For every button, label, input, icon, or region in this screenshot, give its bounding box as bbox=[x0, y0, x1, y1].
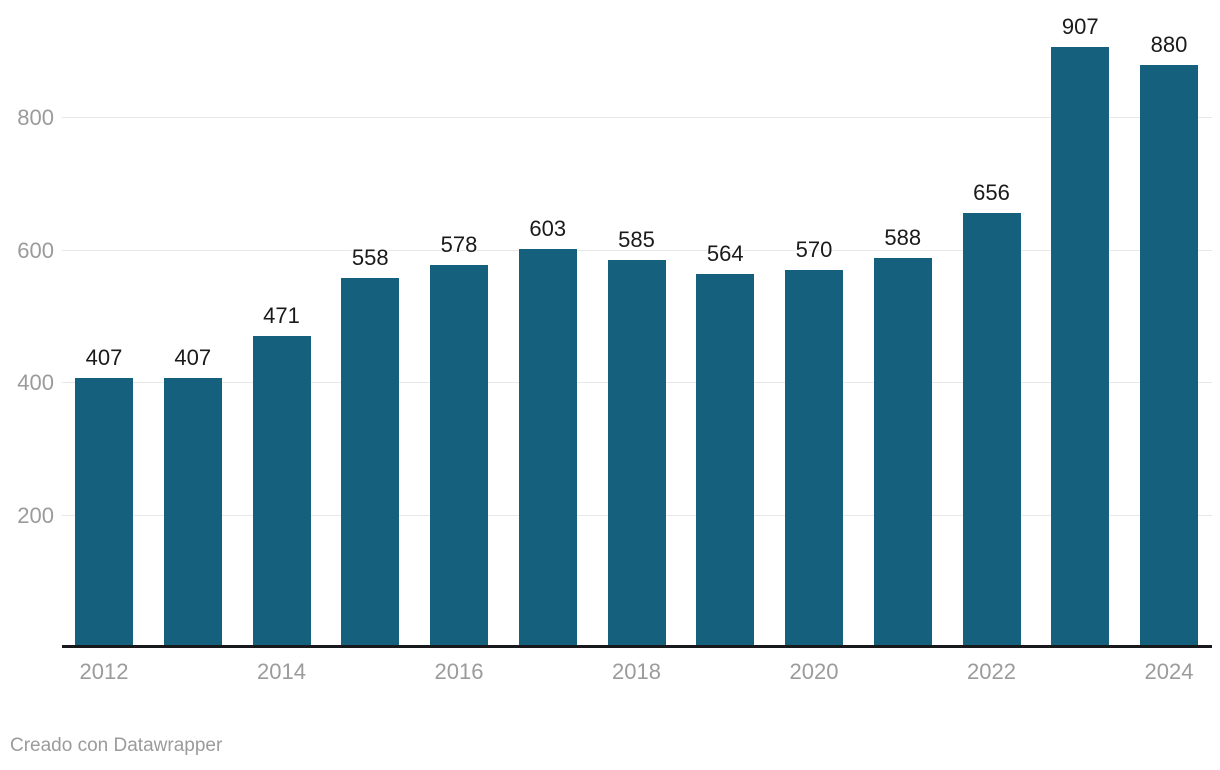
bar-2016[interactable] bbox=[430, 265, 488, 648]
bar-2015[interactable] bbox=[341, 278, 400, 648]
bar-value-label: 471 bbox=[263, 302, 300, 328]
x-tick-label-2012: 2012 bbox=[79, 659, 129, 684]
bar-value-label: 880 bbox=[1150, 32, 1188, 57]
x-tick-label-2024: 2024 bbox=[1144, 659, 1194, 684]
bar-2020[interactable] bbox=[785, 270, 843, 648]
y-tick-label: 200 bbox=[17, 502, 54, 528]
datawrapper-attribution-link[interactable]: Creado con Datawrapper bbox=[10, 735, 223, 756]
bar-2018[interactable] bbox=[607, 260, 666, 648]
bar-2022[interactable] bbox=[962, 213, 1021, 648]
bar-value-label: 578 bbox=[440, 232, 478, 258]
bar-value-label: 585 bbox=[618, 227, 655, 253]
bar-2024[interactable] bbox=[1140, 65, 1198, 648]
bar-2021[interactable] bbox=[873, 258, 932, 648]
bar-value-label: 407 bbox=[85, 345, 123, 371]
bar-value-label: 407 bbox=[174, 345, 212, 371]
bar-value-label: 603 bbox=[529, 215, 567, 241]
y-tick-label: 600 bbox=[17, 237, 54, 263]
bar-2017[interactable] bbox=[518, 248, 577, 648]
bar-2012[interactable] bbox=[75, 378, 133, 648]
bar-2019[interactable] bbox=[696, 274, 755, 648]
x-axis-line bbox=[62, 645, 1212, 648]
y-tick-label: 800 bbox=[17, 105, 54, 130]
bar-2013[interactable] bbox=[163, 378, 222, 648]
bar-value-label: 570 bbox=[795, 237, 833, 263]
x-tick-label-2018: 2018 bbox=[612, 659, 661, 684]
gridline-800 bbox=[62, 117, 1212, 118]
y-tick-label: 400 bbox=[17, 370, 54, 395]
bar-2014[interactable] bbox=[252, 335, 311, 648]
x-tick-label-2020: 2020 bbox=[789, 659, 839, 684]
bar-value-label: 588 bbox=[884, 225, 922, 251]
bar-2023[interactable] bbox=[1051, 47, 1110, 648]
x-tick-label-2014: 2014 bbox=[257, 659, 306, 684]
bar-value-label: 558 bbox=[351, 245, 389, 271]
bar-value-label: 656 bbox=[973, 180, 1010, 206]
x-tick-label-2016: 2016 bbox=[434, 659, 484, 684]
bar-value-label: 564 bbox=[706, 241, 744, 267]
gridline-600 bbox=[62, 249, 1212, 251]
x-tick-label-2022: 2022 bbox=[967, 659, 1016, 684]
bar-value-label: 907 bbox=[1061, 14, 1099, 40]
plot-area: 407 407 471 558 578 603 585 564 570 588 656 907 880 bbox=[62, 0, 1212, 648]
